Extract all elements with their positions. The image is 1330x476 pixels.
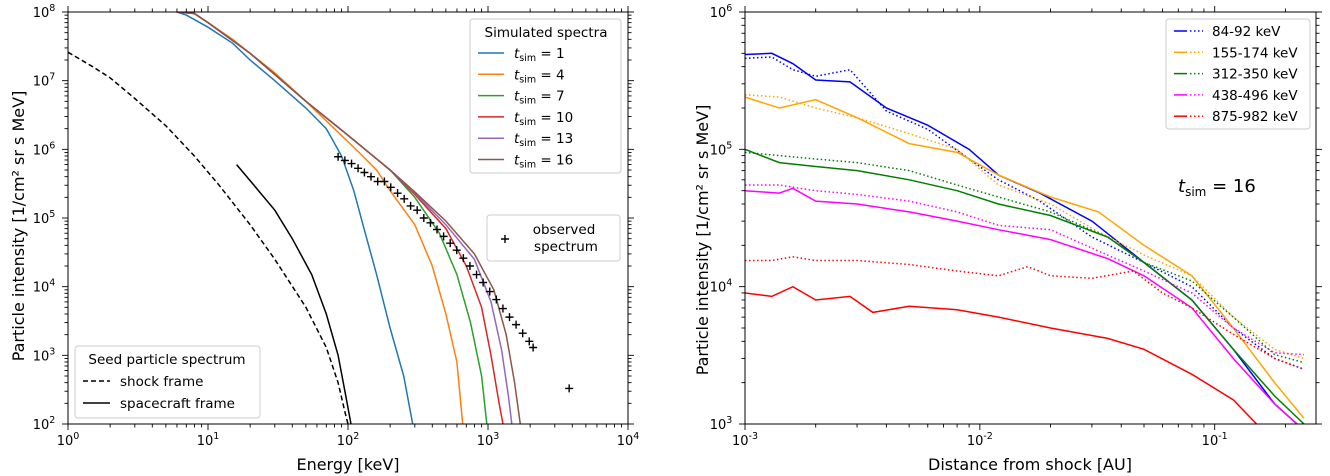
observed-point [525, 337, 533, 345]
right-x-axis-label: Distance from shock [AU] [928, 455, 1132, 474]
observed-point [519, 329, 527, 337]
observed-point [387, 183, 395, 191]
legend-sub: sim [519, 53, 536, 64]
left-x-tick-exp: 4 [633, 431, 639, 442]
right-x-tick-exp: -2 [983, 431, 992, 442]
left-y-tick-exp: 3 [49, 346, 55, 357]
right-y-tick-exp: 4 [726, 278, 732, 289]
legend-observed-line1: observed [533, 222, 596, 238]
legend-eq: = 4 [536, 67, 564, 83]
left-y-tick-exp: 2 [49, 415, 55, 426]
legend-sub: sim [519, 117, 536, 128]
right-x-tick-exp: -1 [1218, 431, 1227, 442]
annotation-eq: = 16 [1206, 176, 1255, 197]
legend-sub: sim [519, 96, 536, 107]
observed-point [426, 219, 434, 227]
observed-point [407, 202, 415, 210]
legend-energy-channels: 84-92 keV 155-174 keV 312-350 keV 438-496 k… [1166, 19, 1310, 129]
left-x-tick-label: 100 [57, 431, 80, 449]
series-dotted-line [745, 257, 1304, 370]
legend-label: 312-350 keV [1212, 67, 1298, 83]
legend-eq: = 13 [536, 131, 573, 147]
annotation-tsim: tsim = 16 [1178, 176, 1256, 199]
svg-text:Particle intensity [1/cm² sr s: Particle intensity [1/cm² sr s MeV] [9, 91, 28, 362]
left-y-tick-label: 105 [33, 209, 56, 227]
left-x-axis-label: Energy [keV] [296, 455, 399, 474]
left-y-tick-label: 107 [33, 72, 56, 90]
right-x-tick-exp: -3 [749, 431, 758, 442]
left-x-tick-exp: 3 [493, 431, 499, 442]
legend-label: 155-174 keV [1212, 45, 1298, 61]
series-dotted-line [745, 95, 1304, 359]
right-y-tick-label: 103 [710, 415, 733, 433]
right-y-tick-label: 104 [710, 278, 733, 296]
left-x-tick-exp: 2 [353, 431, 359, 442]
observed-point [479, 278, 487, 286]
observed-point [367, 173, 375, 181]
right-y-tick-label: 105 [710, 140, 733, 158]
right-x-tick-label: 10-2 [967, 431, 993, 449]
right-y-tick-exp: 5 [726, 140, 732, 151]
observed-point [529, 344, 537, 352]
legend-label: 438-496 keV [1212, 88, 1298, 104]
left-panel-spectra: Energy [keV] Particle intensity [1/cm² s… [9, 3, 639, 474]
left-y-tick-label: 106 [33, 140, 56, 158]
legend-eq: = 16 [536, 153, 573, 169]
legend-sub: sim [519, 138, 536, 149]
left-y-tick-exp: 8 [49, 3, 55, 14]
legend-label: 84-92 keV [1212, 24, 1281, 40]
annotation-sub: sim [1185, 185, 1206, 199]
legend-sub: sim [519, 160, 536, 171]
series-solid-line [745, 287, 1263, 431]
legend-title: Simulated spectra [485, 25, 608, 41]
left-y-axis-label: Particle intensity [1/cm² sr s MeV] [9, 91, 28, 362]
right-y-tick-exp: 3 [726, 415, 732, 426]
left-x-tick-label: 101 [197, 431, 220, 449]
left-y-tick-exp: 7 [49, 72, 55, 83]
left-x-tick-label: 104 [617, 431, 640, 449]
legend-label: spacecraft frame [120, 396, 235, 412]
right-y-tick-exp: 6 [726, 3, 732, 14]
left-y-tick-label: 104 [33, 278, 56, 296]
observed-point [440, 232, 448, 240]
left-x-tick-label: 102 [337, 431, 360, 449]
observed-point [360, 168, 368, 176]
legend-observed-line2: spectrum [534, 239, 598, 255]
left-x-tick-exp: 0 [73, 431, 79, 442]
left-y-tick-label: 103 [33, 346, 56, 364]
observed-point [505, 313, 513, 321]
observed-point [492, 296, 500, 304]
right-x-tick-label: 10-3 [732, 431, 758, 449]
left-y-tick-label: 102 [33, 415, 56, 433]
left-y-tick-exp: 5 [49, 209, 55, 220]
observed-point [354, 164, 362, 172]
legend-simulated: Simulated spectratsim = 1tsim = 4tsim = … [470, 19, 621, 173]
right-panel-distance-profiles: Distance from shock [AU] Particle intens… [693, 3, 1322, 474]
legend-label: 875-982 keV [1212, 109, 1298, 125]
legend-title: Seed particle spectrum [88, 352, 245, 368]
series-solid-line [745, 97, 1304, 418]
legend-seed: Seed particle spectrum shock frame spacecr… [75, 346, 260, 418]
right-y-tick-label: 106 [710, 3, 733, 21]
left-y-tick-exp: 6 [49, 140, 55, 151]
observed-point [400, 195, 408, 203]
left-x-tick-label: 103 [477, 431, 500, 449]
observed-point [565, 384, 573, 392]
left-x-tick-exp: 1 [213, 431, 219, 442]
legend-label: shock frame [120, 374, 203, 390]
series-solid-line [745, 188, 1304, 430]
observed-point [512, 321, 520, 329]
right-x-tick-label: 10-1 [1202, 431, 1228, 449]
legend-sub: sim [519, 74, 536, 85]
legend-eq: = 1 [536, 46, 564, 62]
legend-eq: = 7 [536, 89, 564, 105]
left-y-tick-exp: 4 [49, 278, 55, 289]
legend-eq: = 10 [536, 110, 573, 126]
left-y-tick-label: 108 [33, 3, 56, 21]
observed-point [413, 206, 421, 214]
